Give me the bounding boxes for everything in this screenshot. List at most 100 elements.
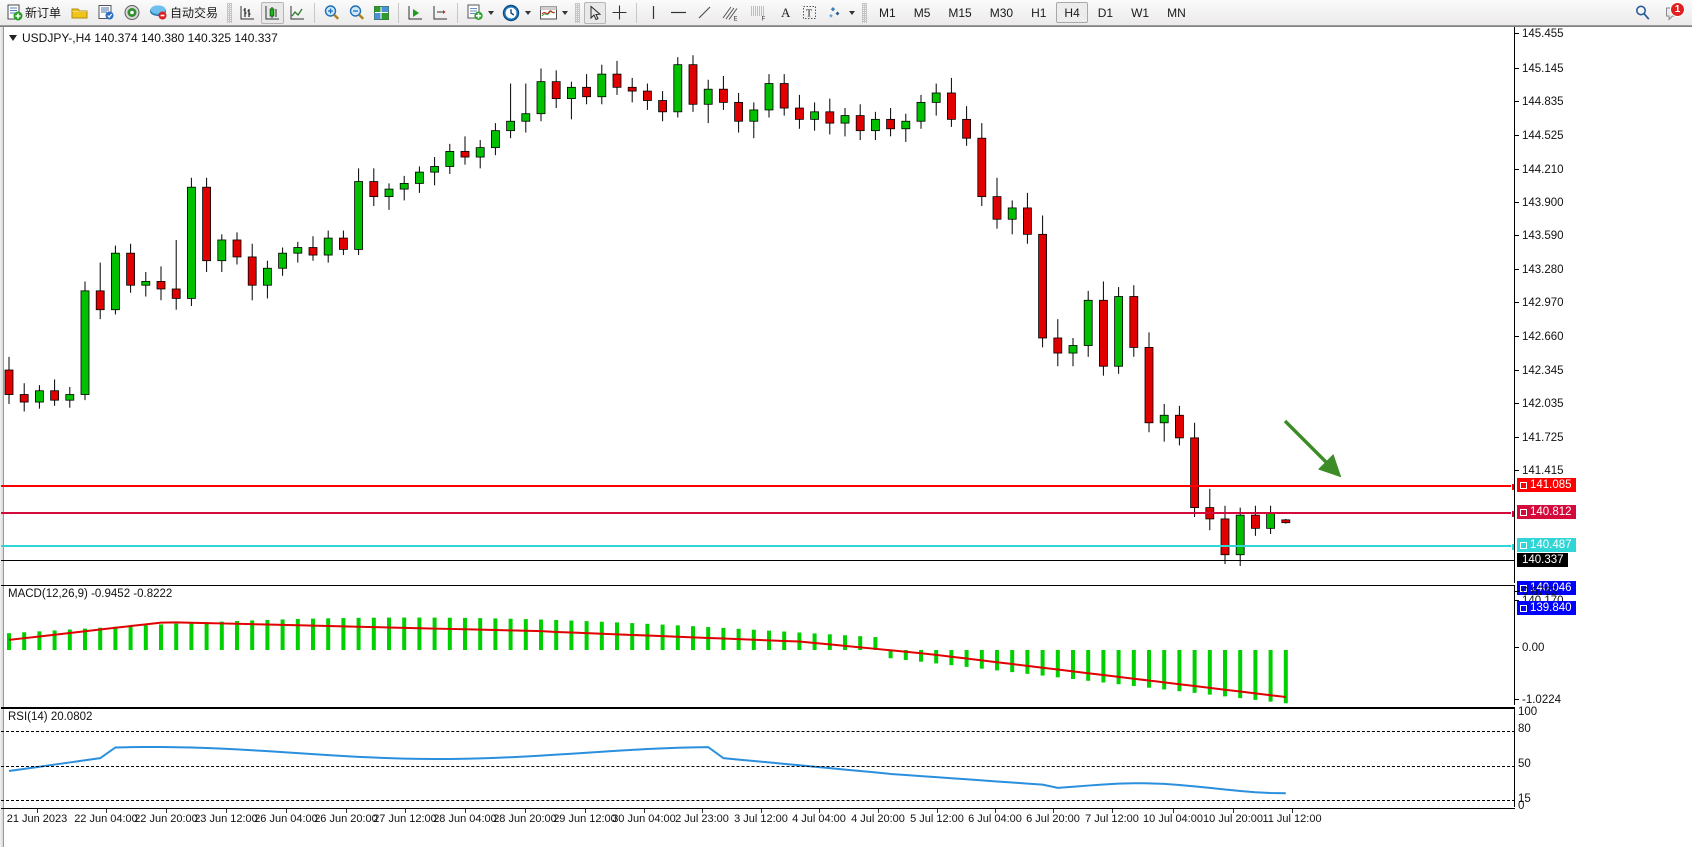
label-icon: T (803, 6, 817, 20)
price-tick: 141.415 (1515, 465, 1564, 477)
server-button[interactable] (120, 2, 144, 24)
search-button[interactable] (1631, 2, 1655, 24)
indicators-button[interactable] (463, 2, 497, 24)
price-level-label-resistance[interactable]: 141.085 (1517, 478, 1576, 492)
trendline-button[interactable] (693, 2, 716, 24)
bar-chart-icon (240, 5, 255, 19)
time-axis-label: 22 Jun 20:00 (134, 813, 198, 825)
time-axis-label: 2 Jul 23:00 (675, 813, 729, 825)
symbol-header[interactable]: USDJPY-,H4 140.374 140.380 140.325 140.3… (9, 31, 278, 45)
fibonacci-button[interactable]: F (746, 2, 772, 24)
price-chart-panel[interactable]: USDJPY-,H4 140.374 140.380 140.325 140.3… (1, 27, 1515, 583)
time-axis-label: 5 Jul 12:00 (910, 813, 964, 825)
line-chart-button[interactable] (286, 2, 309, 24)
price-tick: 145.455 (1515, 28, 1564, 40)
timeframe-d1[interactable]: D1 (1097, 6, 1114, 20)
price-tick: 142.660 (1515, 331, 1564, 343)
rsi-tick: 50 (1518, 758, 1531, 770)
price-axis[interactable]: 145.455 145.145 144.835 144.525 144.210 143.9… (1515, 27, 1692, 812)
level-handle[interactable] (1511, 510, 1514, 518)
equidistant-channel-icon: E (722, 6, 738, 22)
toolbar-grip-2[interactable] (575, 2, 581, 23)
time-tick (465, 809, 466, 813)
crosshair-icon (612, 5, 627, 20)
time-axis-label: 26 Jun 20:00 (314, 813, 378, 825)
green-arrow-annotation[interactable] (1279, 415, 1359, 495)
svg-text:F: F (762, 16, 766, 22)
timeframe-h4[interactable]: H4 (1056, 2, 1088, 23)
autoscroll-button[interactable] (404, 2, 427, 24)
level-handle[interactable] (1511, 543, 1514, 551)
price-tick: 144.210 (1515, 164, 1564, 176)
vertical-line-button[interactable] (642, 2, 664, 24)
rsi-panel[interactable]: RSI(14) 20.0802 (1, 707, 1515, 807)
crosshair-button[interactable] (608, 2, 631, 24)
timeframe-w1[interactable]: W1 (1131, 6, 1150, 20)
level-handle[interactable] (1511, 483, 1514, 491)
objects-button[interactable] (823, 2, 858, 24)
timeframe-group: M1 M5 M15 M30 H1 H4 D1 W1 MN (870, 2, 1195, 23)
templates-icon (540, 6, 558, 19)
macd-tick: -1.0224 (1515, 694, 1561, 706)
notifications-button[interactable]: 1 (1664, 1, 1685, 22)
toolbar-grip-3[interactable] (862, 2, 868, 23)
timeframe-m5[interactable]: M5 (913, 6, 931, 20)
main-toolbar: 新订单 (0, 0, 1692, 26)
time-tick (878, 809, 879, 813)
new-order-button[interactable]: 新订单 (3, 2, 66, 24)
timeframe-m30[interactable]: M30 (989, 6, 1014, 20)
chart-area[interactable]: USDJPY-,H4 140.374 140.380 140.325 140.3… (0, 26, 1692, 847)
data-window-button[interactable] (370, 2, 393, 24)
candlestick-chart-button[interactable] (261, 1, 285, 24)
equidistant-channel-button[interactable]: E (718, 2, 744, 24)
objects-chevron-down-icon[interactable] (849, 10, 856, 15)
macd-header: MACD(12,26,9) -0.9452 -0.8222 (8, 588, 173, 600)
horizontal-line-button[interactable] (666, 2, 691, 24)
svg-text:T: T (806, 9, 812, 20)
price-level-label-support[interactable]: 140.046 (1517, 581, 1576, 595)
timeframe-m15[interactable]: M15 (948, 6, 972, 20)
auto-trading-button[interactable]: 自动交易 (146, 2, 223, 24)
price-level-label-support[interactable]: 139.840 (1517, 601, 1576, 615)
period-button[interactable] (499, 2, 534, 24)
templates-chevron-down-icon[interactable] (562, 10, 569, 15)
cursor-button[interactable] (584, 1, 607, 24)
current-price-line (1, 560, 1514, 561)
price-level-label-resistance[interactable]: 140.812 (1517, 505, 1576, 519)
publish-button[interactable] (94, 2, 118, 24)
time-tick (525, 809, 526, 813)
time-axis-label: 22 Jun 04:00 (74, 813, 138, 825)
text-button[interactable]: A (774, 2, 796, 24)
level-line-141085[interactable] (1, 483, 1514, 491)
price-level-label-support[interactable]: 140.487 (1517, 538, 1576, 552)
zoom-out-icon (349, 5, 365, 20)
time-axis-label: 6 Jul 20:00 (1026, 813, 1080, 825)
label-button[interactable]: T (798, 2, 821, 24)
bar-chart-button[interactable] (236, 2, 259, 24)
price-tick: 143.280 (1515, 264, 1564, 276)
macd-panel[interactable]: MACD(12,26,9) -0.9452 -0.8222 (1, 585, 1515, 705)
price-tick: 142.970 (1515, 297, 1564, 309)
timeframe-h1[interactable]: H1 (1031, 6, 1047, 20)
zoom-out-button[interactable] (345, 2, 368, 24)
level-line-140812[interactable] (1, 510, 1514, 518)
period-chevron-down-icon[interactable] (525, 10, 532, 15)
time-axis-label: 26 Jun 04:00 (254, 813, 318, 825)
chart-shift-button[interactable] (429, 2, 452, 24)
price-tick: 144.525 (1515, 130, 1564, 142)
time-tick (286, 809, 287, 813)
line-chart-icon (290, 5, 305, 19)
timeframe-mn[interactable]: MN (1167, 6, 1186, 20)
time-axis-label: 3 Jul 12:00 (734, 813, 788, 825)
zoom-in-button[interactable] (320, 2, 343, 24)
templates-button[interactable] (536, 2, 571, 24)
timeframe-m1[interactable]: M1 (879, 6, 896, 20)
indicators-chevron-down-icon[interactable] (488, 10, 495, 15)
zoom-in-icon (324, 5, 340, 20)
price-tick: 143.590 (1515, 230, 1564, 242)
level-line-140487[interactable] (1, 543, 1514, 551)
folder-button[interactable] (68, 2, 92, 24)
chart-menu-triangle-icon[interactable] (9, 35, 17, 41)
toolbar-grip[interactable] (227, 2, 233, 23)
